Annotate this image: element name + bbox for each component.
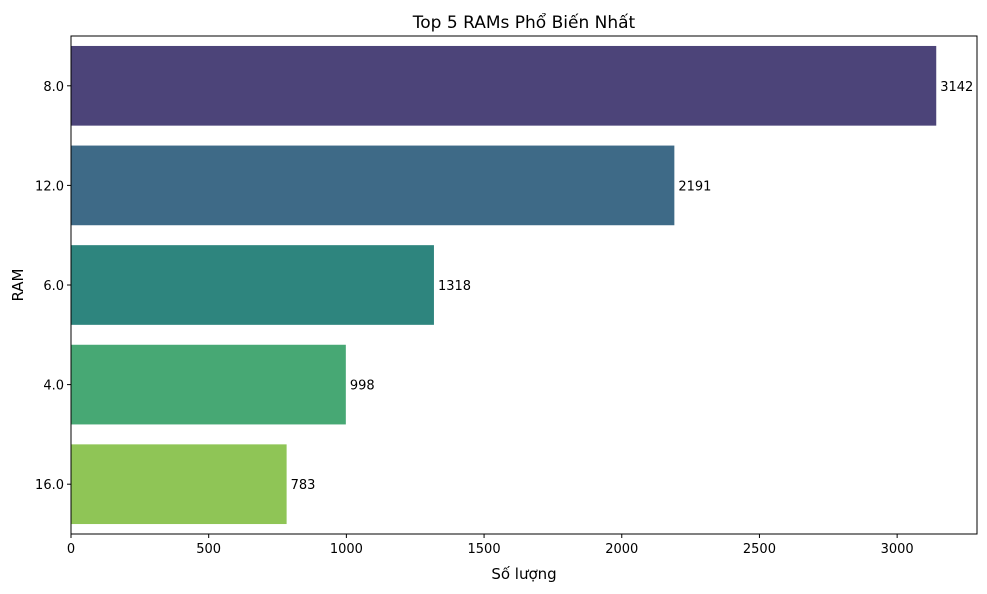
bar-6.0 xyxy=(71,245,434,325)
x-tick-label-2000: 2000 xyxy=(605,542,638,557)
bars-layer xyxy=(71,45,937,525)
bar-4.0 xyxy=(71,344,346,425)
data-label-8.0: 3142 xyxy=(940,80,973,95)
bar-12.0 xyxy=(71,145,675,226)
x-tick-label-3000: 3000 xyxy=(881,542,914,557)
y-axis: 8.0 12.0 6.0 4.0 16.0 xyxy=(35,80,71,493)
y-tick-label-6.0: 6.0 xyxy=(43,279,64,294)
x-tick-label-1000: 1000 xyxy=(330,542,363,557)
x-tick-label-500: 500 xyxy=(196,542,221,557)
x-tick-label-0: 0 xyxy=(67,542,75,557)
y-tick-label-12.0: 12.0 xyxy=(35,179,64,194)
bar-8.0 xyxy=(71,45,937,126)
y-axis-label: RAM xyxy=(9,268,27,301)
x-axis: 0 500 1000 1500 2000 2500 3000 xyxy=(67,534,914,557)
y-tick-label-16.0: 16.0 xyxy=(35,478,64,493)
data-label-12.0: 2191 xyxy=(678,179,711,194)
data-label-16.0: 783 xyxy=(291,478,316,493)
bar-16.0 xyxy=(71,444,287,525)
data-label-4.0: 998 xyxy=(350,379,375,394)
data-labels-layer: 3142 2191 1318 998 783 xyxy=(291,80,974,493)
x-axis-label: Số lượng xyxy=(491,565,556,583)
chart-title: Top 5 RAMs Phổ Biến Nhất xyxy=(412,12,636,33)
y-tick-label-4.0: 4.0 xyxy=(43,379,64,394)
x-tick-label-1500: 1500 xyxy=(468,542,501,557)
y-tick-label-8.0: 8.0 xyxy=(43,80,64,95)
x-tick-label-2500: 2500 xyxy=(743,542,776,557)
data-label-6.0: 1318 xyxy=(438,279,471,294)
